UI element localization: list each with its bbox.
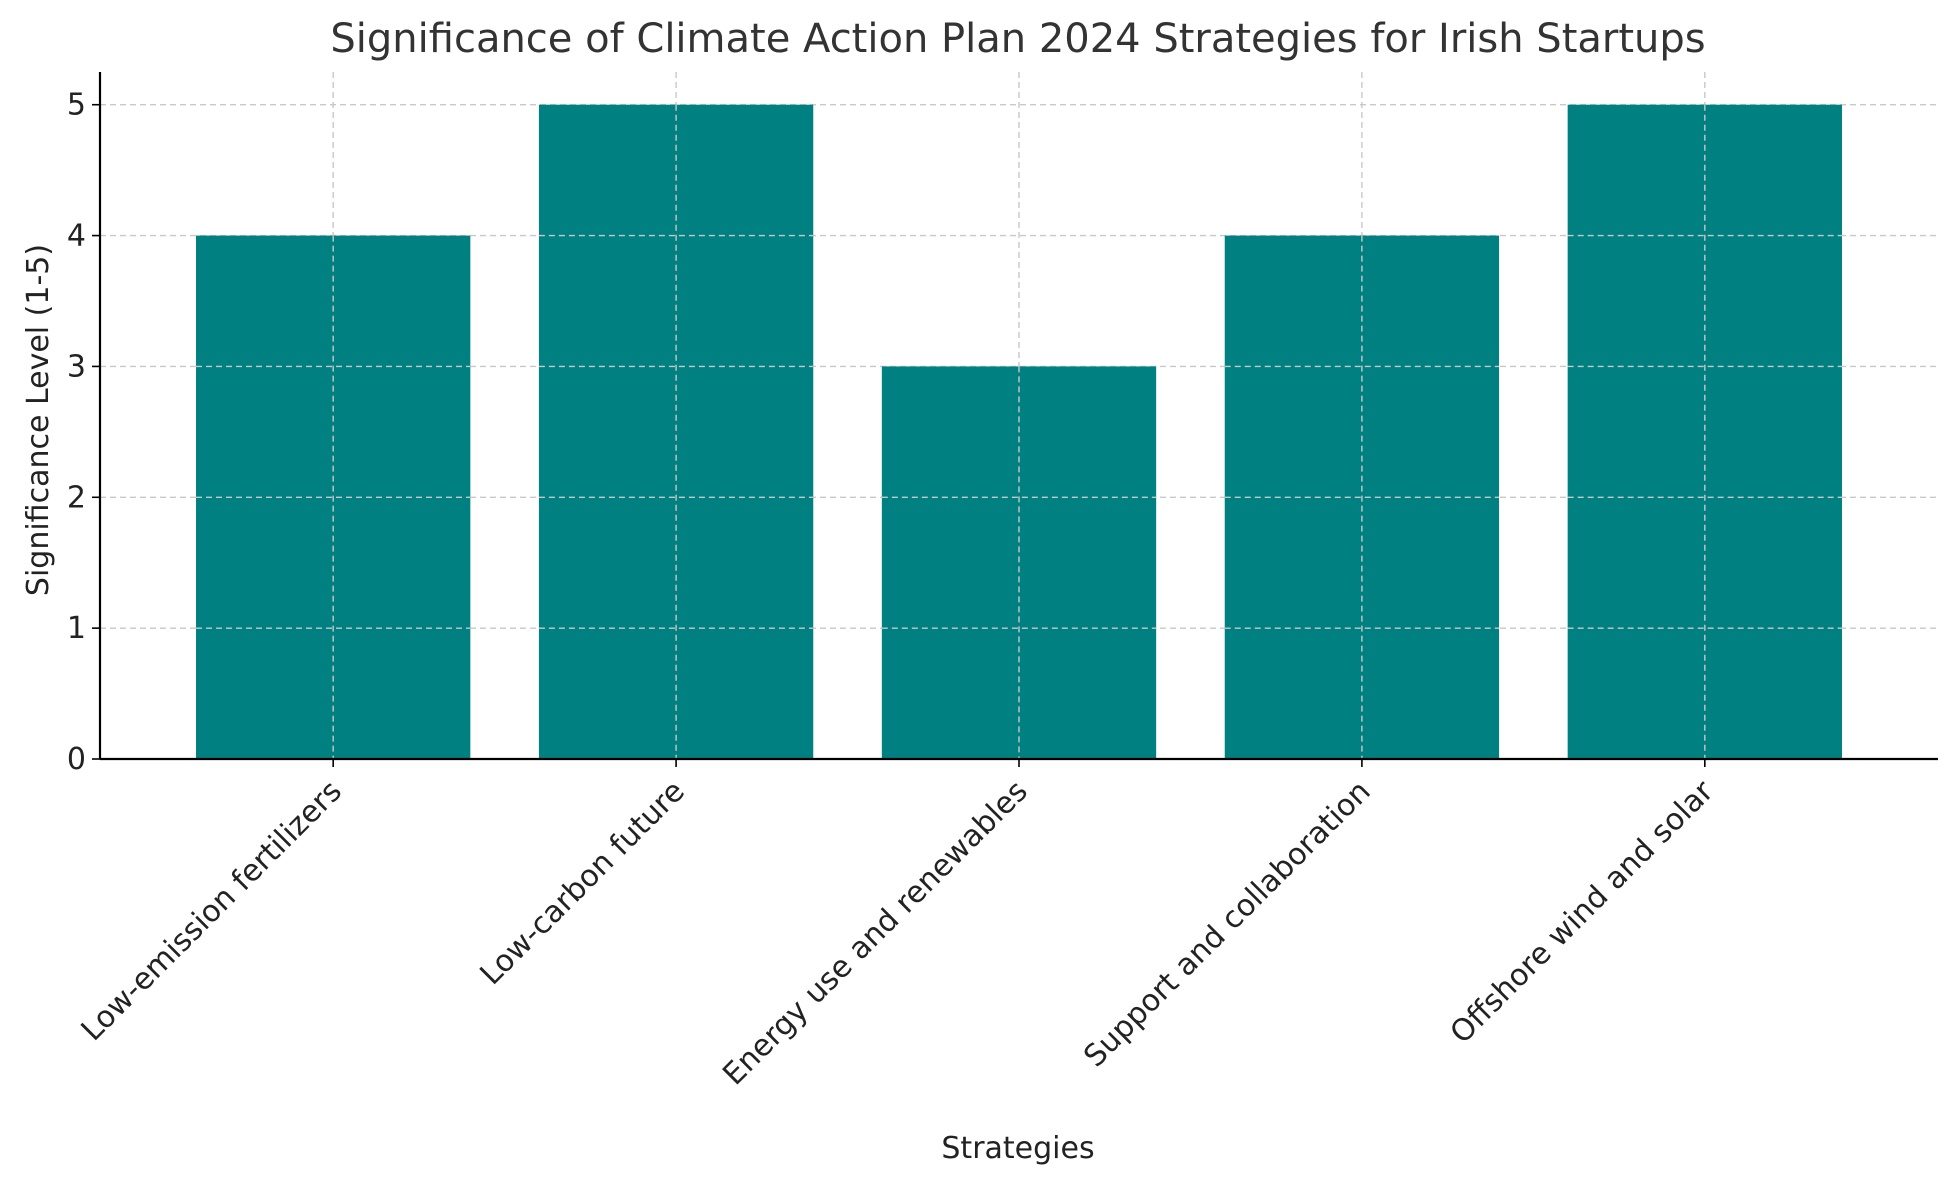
bars-layer: [196, 104, 1842, 760]
bar: [538, 104, 814, 759]
x-tick-label: Low-emission fertilizers: [75, 774, 349, 1048]
y-tick-label: 2: [67, 480, 86, 515]
x-tick-label: Low-carbon future: [474, 774, 692, 992]
x-tick-label: Offshore wind and solar: [1444, 773, 1721, 1050]
x-axis-label: Strategies: [941, 1131, 1094, 1166]
y-tick-label: 1: [67, 611, 86, 646]
axes-layer: [92, 72, 1938, 767]
y-tick-label: 5: [67, 88, 86, 123]
x-tick-label: Support and collaboration: [1077, 774, 1377, 1074]
y-tick-label: 0: [67, 742, 86, 777]
y-axis-label: Significance Level (1-5): [21, 244, 56, 596]
y-tick-labels: 0 1 2 3 4 5: [67, 88, 86, 777]
y-tick-label: 3: [67, 349, 86, 384]
y-tick-label: 4: [67, 219, 86, 254]
chart-title: Significance of Climate Action Plan 2024…: [330, 16, 1705, 62]
x-tick-label: Energy use and renewables: [716, 774, 1034, 1092]
x-tick-labels: Low-emission fertilizers Low-carbon futur…: [75, 773, 1721, 1092]
bar: [1567, 104, 1842, 759]
